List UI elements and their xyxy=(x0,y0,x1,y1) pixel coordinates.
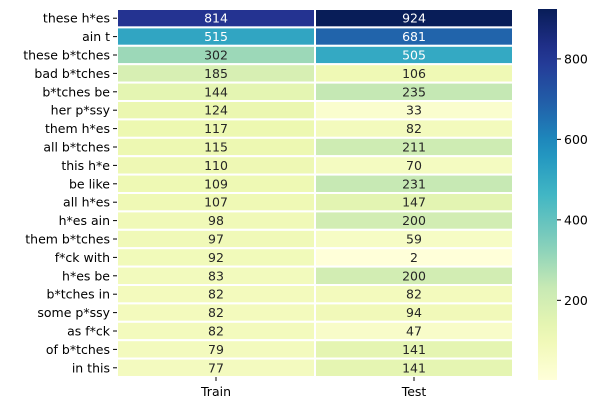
row-label: some p*ssy xyxy=(37,305,110,320)
cell-value-label: 82 xyxy=(406,287,422,302)
row-label: of b*tches xyxy=(46,342,110,357)
cell-value-label: 115 xyxy=(204,140,228,155)
cell-value-label: 59 xyxy=(406,232,422,247)
cell-value-label: 231 xyxy=(402,176,426,191)
row-label: these b*tches xyxy=(23,48,110,63)
colorbar: 200 400 600 800 xyxy=(538,9,588,380)
colorbar-tick-label: 600 xyxy=(564,132,588,147)
row-label: h*es ain xyxy=(59,213,110,228)
cell-value-label: 82 xyxy=(208,287,224,302)
cell-value-label: 515 xyxy=(204,29,228,44)
cell-value-label: 82 xyxy=(208,324,224,339)
colorbar-tick-label: 200 xyxy=(564,293,588,308)
cell-value-label: 814 xyxy=(204,11,228,26)
cell-value-label: 124 xyxy=(204,103,228,118)
cell-value-label: 200 xyxy=(402,213,426,228)
cell-value-label: 117 xyxy=(204,121,228,136)
cell-value-label: 92 xyxy=(208,250,224,265)
cell-value-label: 2 xyxy=(410,250,418,265)
row-label: them b*tches xyxy=(25,232,110,247)
cell-value-label: 144 xyxy=(204,84,228,99)
row-label: in this xyxy=(72,360,110,375)
cell-value-label: 147 xyxy=(402,195,426,210)
cell-value-label: 109 xyxy=(204,176,228,191)
cell-value-label: 97 xyxy=(208,232,224,247)
column-label: Test xyxy=(401,384,427,399)
cell-value-label: 200 xyxy=(402,268,426,283)
column-label: Train xyxy=(200,384,231,399)
cell-value-label: 82 xyxy=(406,121,422,136)
heatmap-cells: 814 924 515 681 302 505 185 106 144 235 124 33 117 82… xyxy=(116,8,514,379)
cell-value-label: 681 xyxy=(402,29,426,44)
cell-value-label: 79 xyxy=(208,342,224,357)
row-label: b*tches in xyxy=(47,287,110,302)
row-label: this h*e xyxy=(61,158,110,173)
cell-value-label: 98 xyxy=(208,213,224,228)
cell-value-label: 107 xyxy=(204,195,228,210)
row-label: her p*ssy xyxy=(51,103,111,118)
row-labels: these h*es ain t these b*tches bad b*tches b… xyxy=(23,11,117,375)
cell-value-label: 185 xyxy=(204,66,228,81)
cell-value-label: 106 xyxy=(402,66,426,81)
cell-value-label: 141 xyxy=(402,342,426,357)
colorbar-tick-label: 800 xyxy=(564,51,588,66)
cell-value-label: 110 xyxy=(204,158,228,173)
row-label: be like xyxy=(69,176,110,191)
row-label: h*es be xyxy=(62,268,110,283)
cell-value-label: 924 xyxy=(402,11,426,26)
row-label: f*ck with xyxy=(55,250,110,265)
cell-value-label: 77 xyxy=(208,360,224,375)
cell-value-label: 235 xyxy=(402,84,426,99)
cell-value-label: 505 xyxy=(402,48,426,63)
cell-value-label: 302 xyxy=(204,48,228,63)
row-label: all b*tches xyxy=(43,140,110,155)
colorbar-tick-label: 400 xyxy=(564,212,588,227)
cell-value-label: 33 xyxy=(406,103,422,118)
row-label: as f*ck xyxy=(67,324,111,339)
row-label: bad b*tches xyxy=(34,66,110,81)
row-label: b*tches be xyxy=(42,84,110,99)
cell-value-label: 82 xyxy=(208,305,224,320)
cell-value-label: 211 xyxy=(402,140,426,155)
cell-value-label: 47 xyxy=(406,324,422,339)
row-label: ain t xyxy=(82,29,110,44)
cell-value-label: 70 xyxy=(406,158,422,173)
row-label: these h*es xyxy=(43,11,110,26)
colorbar-gradient xyxy=(538,9,557,380)
column-labels: Train Test xyxy=(200,377,426,399)
row-label: them h*es xyxy=(45,121,110,136)
cell-value-label: 83 xyxy=(208,268,224,283)
row-label: all h*es xyxy=(63,195,110,210)
cell-value-label: 141 xyxy=(402,360,426,375)
cell-value-label: 94 xyxy=(406,305,422,320)
